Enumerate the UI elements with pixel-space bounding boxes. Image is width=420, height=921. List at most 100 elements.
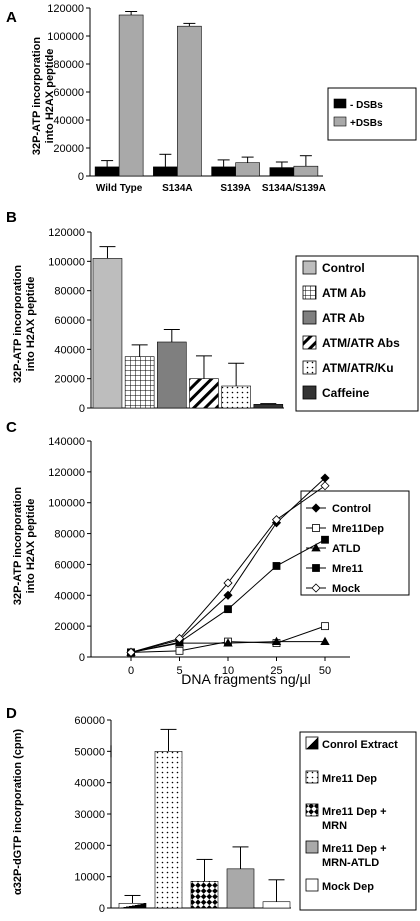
c-ytick-label-5: 100000 (48, 498, 85, 510)
a-ytick-label-4: 80000 (53, 59, 84, 71)
c-legend-marker-4 (311, 583, 321, 593)
c-legend-label-4: Mock (332, 583, 361, 595)
b-legend-swatch-0 (302, 260, 317, 275)
c-ytick-label-6: 120000 (48, 467, 85, 479)
c-point-Mre11-4 (321, 535, 329, 544)
c-point-ATLD-2 (223, 638, 233, 647)
ylabel-c-line1: 32P-ATP incorporation (12, 487, 24, 605)
b-ytick-label-3: 60000 (54, 315, 85, 327)
d-legend-swatch-0 (305, 736, 319, 750)
a-ytick-label-5: 100000 (47, 31, 84, 43)
d-ytick-label-6: 60000 (74, 715, 105, 727)
b-ytick-label-4: 80000 (54, 286, 85, 298)
xlabel-c: DNA fragments ng/µl (181, 671, 310, 687)
d-legend-swatch-3 (305, 840, 319, 854)
b-legend-swatch-5 (302, 385, 317, 400)
b-ytick-label-6: 120000 (48, 227, 85, 239)
c-ytick-label-1: 20000 (54, 621, 85, 633)
c-line-Control (130, 477, 326, 653)
b-legend-label-3: ATM/ATR Abs (322, 336, 400, 350)
b-ytick-label-0: 0 (79, 403, 85, 415)
d-legend-label-2: Mre11 Dep + (322, 806, 387, 818)
a-legend-swatch-0 (333, 98, 347, 109)
legend-box-a (327, 87, 417, 141)
a-bar-DSBs-3 (269, 167, 295, 177)
a-xtick-label-3: S134A/S139A (262, 183, 326, 194)
ylabel-b-line1: 32P-ATP incorporation (12, 265, 24, 383)
a-bar-DSBs-2 (211, 166, 236, 177)
c-ytick-label-0: 0 (79, 652, 85, 664)
c-legend-label-3: Mre11 (332, 563, 363, 575)
b-legend-label-5: Caffeine (322, 386, 370, 400)
c-point-Mock-2 (223, 578, 233, 588)
c-line-Mock (130, 485, 326, 653)
c-point-ATLD-4 (320, 636, 330, 645)
ylabel-c-line2: into H2AX peptide (25, 499, 37, 594)
d-legend-label-0: Conrol Extract (322, 739, 398, 751)
d-ytick-label-1: 10000 (74, 872, 105, 884)
d-ytick-label-0: 0 (99, 903, 105, 915)
b-bar-0 (92, 258, 123, 409)
a-bar-DSBs-2 (235, 162, 260, 177)
c-point-Mre11Dep-1 (175, 646, 184, 655)
c-legend-marker-1 (312, 524, 320, 532)
c-ytick-label-3: 60000 (54, 559, 85, 571)
a-xtick-label-1: S134A (162, 183, 193, 194)
a-xtick-label-0: Wild Type (96, 183, 143, 194)
c-legend-label-2: ATLD (332, 543, 361, 555)
d-legend-swatch-1 (305, 770, 319, 784)
c-legend-marker-3 (312, 564, 320, 572)
d-bar-4 (262, 901, 291, 909)
b-legend-label-1: ATM Ab (322, 286, 366, 300)
c-legend-marker-0 (311, 503, 321, 513)
c-xtick-label-3: 25 (270, 665, 282, 677)
b-bar-3 (189, 378, 219, 409)
b-legend-label-0: Control (322, 261, 365, 275)
panel-letter-a: A (6, 9, 17, 26)
c-point-Mock-3 (271, 515, 282, 525)
c-point-Mock-1 (174, 633, 185, 644)
d-ytick-label-4: 40000 (74, 778, 105, 790)
d-legend-label-3-cont: MRN-ATLD (322, 857, 379, 869)
d-ytick-label-2: 20000 (74, 840, 105, 852)
panel-letter-d: D (6, 705, 17, 722)
d-legend-label-3: Mre11 Dep + (322, 843, 387, 855)
b-legend-swatch-2 (302, 310, 317, 325)
c-point-Mre11-3 (272, 562, 281, 570)
d-legend-label-2-cont: MRN (322, 820, 347, 832)
d-ytick-label-3: 30000 (74, 809, 105, 821)
b-bar-4 (221, 385, 251, 409)
b-ytick-label-2: 40000 (54, 344, 85, 356)
a-xtick-label-2: S139A (220, 183, 251, 194)
c-ytick-label-4: 80000 (54, 529, 85, 541)
a-ytick-label-0: 0 (78, 171, 84, 183)
ylabel-a-line1: 32P-ATP incorporation (31, 37, 43, 155)
b-legend-swatch-1 (302, 285, 317, 300)
a-ytick-label-6: 120000 (47, 3, 84, 15)
a-bar-DSBs-1 (153, 166, 178, 177)
a-legend-swatch-1 (333, 116, 347, 127)
b-bar-2 (157, 341, 187, 409)
a-legend-label-1: +DSBs (350, 118, 383, 129)
b-legend-swatch-3 (302, 335, 317, 350)
d-legend-label-1: Mre11 Dep (322, 773, 377, 785)
d-legend-label-4: Mock Dep (322, 881, 374, 893)
c-ytick-label-7: 140000 (48, 436, 85, 448)
a-ytick-label-1: 20000 (53, 143, 84, 155)
c-xtick-label-1: 5 (176, 665, 182, 677)
d-bar-3 (226, 868, 255, 909)
d-legend-swatch-2 (305, 803, 319, 817)
c-xtick-label-0: 0 (128, 665, 134, 677)
a-ytick-label-3: 60000 (53, 87, 84, 99)
c-point-Control-2 (223, 590, 233, 600)
d-bar-0 (118, 902, 147, 909)
a-bar-DSBs-3 (293, 165, 319, 177)
b-ytick-label-5: 100000 (48, 256, 85, 268)
d-bar-1 (154, 751, 183, 909)
d-legend-swatch-4 (305, 878, 319, 892)
c-point-Mock-0 (126, 647, 136, 657)
c-xtick-label-4: 50 (319, 665, 331, 677)
